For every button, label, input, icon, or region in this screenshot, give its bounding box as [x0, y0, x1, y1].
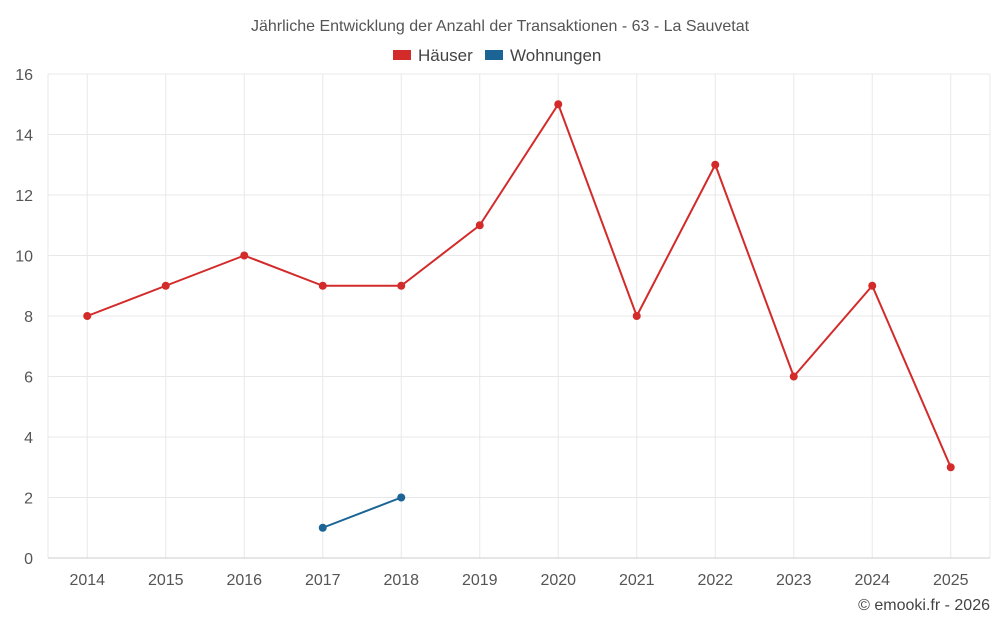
grid: [48, 73, 990, 558]
legend-label-wohnungen: Wohnungen: [510, 46, 601, 65]
data-point-haeuser-2019[interactable]: [475, 221, 484, 230]
y-tick-label: 4: [24, 430, 33, 447]
data-point-haeuser-2023[interactable]: [789, 372, 798, 381]
x-tick-label: 2023: [776, 572, 812, 589]
x-tick-label: 2016: [226, 572, 262, 589]
data-point-wohnungen-2017[interactable]: [318, 523, 327, 532]
legend: Häuser Wohnungen: [393, 46, 601, 65]
legend-label-haeuser: Häuser: [418, 46, 473, 65]
y-tick-label: 12: [15, 188, 33, 205]
x-tick-label: 2017: [305, 572, 341, 589]
y-tick-label: 0: [24, 551, 33, 568]
credit-text: © emooki.fr - 2026: [858, 597, 990, 614]
legend-item-wohnungen[interactable]: Wohnungen: [485, 46, 601, 65]
y-tick-label: 16: [15, 67, 33, 84]
data-point-haeuser-2016[interactable]: [240, 251, 249, 260]
series-line-haeuser: [86, 103, 952, 468]
y-tick-label: 6: [24, 370, 33, 387]
data-point-haeuser-2017[interactable]: [318, 281, 327, 290]
series-line-wohnungen: [322, 496, 402, 529]
x-tick-label: 2025: [933, 572, 969, 589]
x-tick-label: 2015: [148, 572, 184, 589]
data-point-haeuser-2018[interactable]: [397, 281, 406, 290]
data-point-haeuser-2022[interactable]: [711, 160, 720, 169]
y-tick-label: 2: [24, 491, 33, 508]
legend-item-haeuser[interactable]: Häuser: [393, 46, 473, 65]
x-tick-label: 2014: [69, 572, 105, 589]
data-point-haeuser-2015[interactable]: [161, 281, 170, 290]
x-axis-ticks: 2014 2015 2016 2017 2018 2019 2020 2021 2022 2023…: [69, 572, 968, 589]
x-tick-label: 2020: [540, 572, 576, 589]
chart-title: Jährliche Entwicklung der Anzahl der Tra…: [251, 18, 750, 35]
series-lines: [86, 103, 952, 529]
data-point-haeuser-2021[interactable]: [632, 312, 641, 320]
data-point-haeuser-2014[interactable]: [83, 312, 92, 320]
x-tick-label: 2022: [697, 572, 733, 589]
x-tick-label: 2019: [462, 572, 498, 589]
data-point-haeuser-2025[interactable]: [946, 463, 955, 472]
y-tick-label: 14: [15, 128, 33, 145]
y-tick-label: 8: [24, 309, 33, 326]
y-tick-label: 10: [15, 249, 33, 266]
axes: [47, 74, 991, 559]
data-point-haeuser-2020[interactable]: [554, 100, 563, 109]
data-points: [83, 100, 955, 532]
data-point-wohnungen-2018[interactable]: [397, 493, 406, 502]
x-tick-label: 2021: [619, 572, 655, 589]
x-tick-label: 2018: [383, 572, 419, 589]
y-axis-ticks: 0 2 4 6 8 10 12 14 16: [15, 67, 33, 568]
x-tick-label: 2024: [854, 572, 890, 589]
data-point-haeuser-2024[interactable]: [868, 281, 877, 290]
legend-swatch-haeuser: [393, 50, 411, 60]
legend-swatch-wohnungen: [485, 50, 503, 60]
